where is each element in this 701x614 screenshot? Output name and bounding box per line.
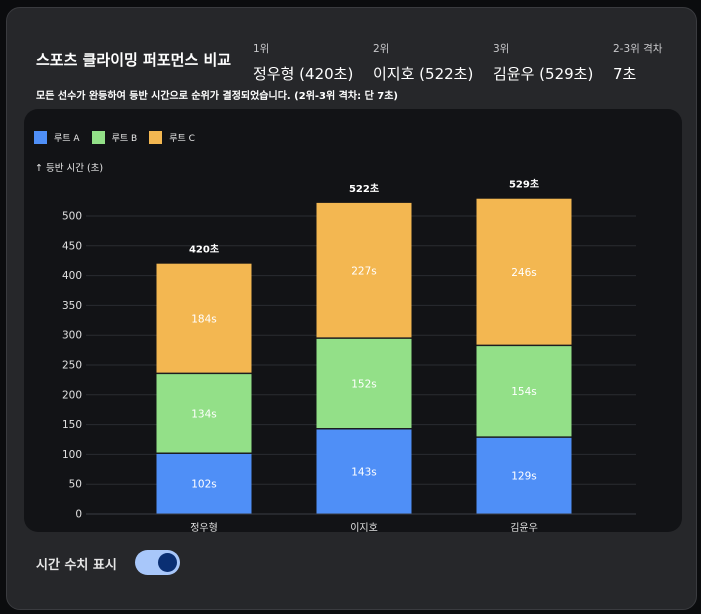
y-tick-label: 150: [62, 419, 82, 431]
bar-segment: [156, 263, 252, 374]
legend-label-route-a: 루트 A: [54, 134, 80, 144]
segment-value-label: 246s: [511, 267, 537, 279]
segment-value-label: 154s: [511, 386, 537, 398]
x-tick-label: 김윤우: [510, 522, 538, 532]
bar-segment: [316, 202, 412, 339]
segment-value-label: 184s: [191, 314, 217, 326]
y-tick-label: 50: [69, 479, 82, 491]
bar-total-label: 420초: [189, 243, 219, 256]
bar-segment: [476, 437, 572, 514]
rank-3-label: 3위: [493, 43, 510, 55]
y-axis-label: ↑ 등반 시간 (초): [35, 163, 104, 174]
y-tick-label: 0: [75, 509, 82, 521]
x-tick-label: 이지호: [350, 522, 378, 532]
rank-2: 2위 이지호 (522초): [373, 41, 473, 84]
rank-1-label: 1위: [253, 43, 270, 55]
page-title: 스포츠 클라이밍 퍼포먼스 비교: [36, 51, 232, 69]
toggle-label: 시간 수치 표시: [36, 558, 117, 573]
legend-item-route-c[interactable]: 루트 C: [149, 131, 195, 144]
legend-swatch-route-a: [34, 131, 47, 144]
legend-item-route-a[interactable]: 루트 A: [34, 131, 80, 144]
legend-item-route-b[interactable]: 루트 B: [91, 131, 138, 144]
y-tick-label: 450: [62, 240, 82, 252]
segment-value-label: 102s: [191, 479, 217, 491]
y-tick-label: 200: [62, 389, 82, 401]
rank-1-value: 정우형 (420초): [253, 65, 354, 83]
y-tick-label: 350: [62, 300, 82, 312]
rank-3: 3위 김윤우 (529초): [493, 41, 593, 84]
rank-2-label: 2위: [373, 43, 390, 55]
legend-swatch-route-b: [91, 131, 105, 144]
y-tick-label: 250: [62, 360, 82, 372]
chart-card: 스포츠 클라이밍 퍼포먼스 비교 1위 정우형 (420초) 2위 이지호 (5…: [6, 7, 697, 610]
rank-1: 1위 정우형 (420초): [253, 41, 353, 84]
bar-segment: [476, 345, 572, 438]
legend: 루트 A 루트 B 루트 C: [34, 131, 195, 144]
stacked-bar-chart: 0 50 100 150 200 250 300 350 400 450 500 102s 134s 18…: [62, 178, 636, 532]
y-tick-label: 400: [62, 270, 82, 282]
segment-value-label: 152s: [351, 378, 377, 390]
y-tick-label: 100: [62, 449, 82, 461]
legend-label-route-b: 루트 B: [111, 134, 138, 144]
bar-total-label: 529초: [509, 178, 539, 191]
y-tick-label: 500: [62, 211, 82, 223]
bar-segment: [156, 453, 252, 514]
segment-value-label: 143s: [351, 466, 377, 478]
chart-panel: 루트 A 루트 B 루트 C ↑ 등반 시간 (초) 0 50 100 150 200 2…: [24, 109, 682, 532]
legend-label-route-c: 루트 C: [169, 134, 195, 144]
segment-value-label: 129s: [511, 471, 537, 483]
gap-stat: 2-3위 격차 7초: [613, 41, 662, 84]
bar-segment: [316, 338, 412, 429]
segment-value-label: 134s: [191, 408, 217, 420]
bar-segment: [476, 198, 572, 346]
gap-value: 7초: [613, 65, 637, 83]
segment-value-label: 227s: [351, 266, 377, 278]
bar-segment: [156, 373, 252, 454]
gap-label: 2-3위 격차: [613, 43, 663, 55]
show-values-toggle[interactable]: [135, 550, 180, 575]
x-tick-label: 정우형: [190, 522, 218, 532]
legend-swatch-route-c: [149, 131, 163, 144]
bar-total-label: 522초: [349, 182, 379, 195]
toggle-knob: [158, 553, 177, 572]
y-tick-label: 300: [62, 330, 82, 342]
subtitle: 모든 선수가 완등하여 등반 시간으로 순위가 결정되었습니다. (2위-3위 …: [36, 91, 398, 102]
bar-segment: [316, 428, 412, 514]
rank-2-value: 이지호 (522초): [373, 65, 474, 83]
rank-3-value: 김윤우 (529초): [493, 65, 594, 83]
